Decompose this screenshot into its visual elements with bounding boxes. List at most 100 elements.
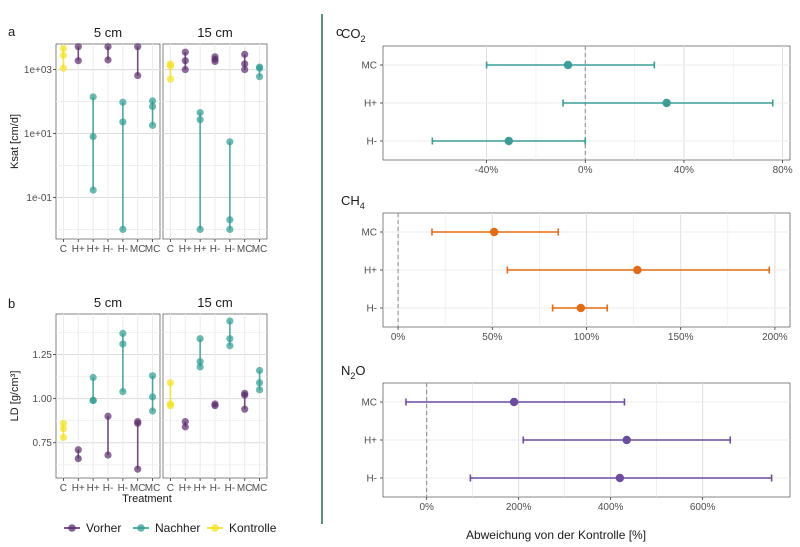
ld-point bbox=[59, 419, 68, 427]
legend-key-point-vorher bbox=[68, 524, 76, 532]
ch4-y-tick-label: H+ bbox=[364, 266, 377, 277]
ksat-point bbox=[119, 225, 127, 234]
ld-point bbox=[119, 340, 127, 348]
co2-x-tick-label: 80% bbox=[773, 165, 793, 176]
ld-point bbox=[255, 379, 264, 387]
ksat-x-tick-label: MC bbox=[237, 244, 253, 255]
co2-y-tick-label: H+ bbox=[364, 99, 377, 110]
ld-point bbox=[226, 317, 234, 325]
n2o-title: N2O bbox=[341, 363, 366, 381]
ld-y-tick-label: 1.00 bbox=[33, 394, 53, 405]
ksat-point bbox=[181, 65, 189, 74]
ld-point bbox=[148, 393, 157, 401]
ksat-x-tick-label: H- bbox=[118, 244, 129, 255]
ksat-point bbox=[134, 71, 142, 80]
ld-point bbox=[196, 335, 204, 343]
ld-x-axis-label: Treatment bbox=[122, 493, 172, 505]
ch4-y-tick-label: MC bbox=[361, 228, 377, 239]
ld-x-tick-label: H+ bbox=[72, 483, 85, 494]
ch4-x-tick-label: 0% bbox=[391, 332, 406, 343]
ch4-x-tick-label: 100% bbox=[574, 332, 600, 343]
ld-point bbox=[255, 366, 264, 375]
ksat-point bbox=[148, 97, 157, 105]
n2o-x-tick-label: 400% bbox=[598, 502, 624, 513]
ksat-point bbox=[196, 109, 204, 117]
ld-point bbox=[119, 387, 127, 396]
n2o-y-tick-label: H- bbox=[366, 474, 377, 485]
ksat-point bbox=[59, 44, 68, 52]
ld-point bbox=[148, 372, 157, 380]
ksat-x-tick-label: H- bbox=[210, 244, 221, 255]
panel-letter-a: a bbox=[8, 24, 16, 39]
ksat-point bbox=[74, 43, 82, 51]
ld-point bbox=[226, 335, 234, 343]
ld-x-tick-label: MC bbox=[252, 483, 268, 494]
ksat-point bbox=[226, 138, 234, 146]
ch4-mean-point bbox=[633, 265, 642, 275]
ksat-y-axis-label: Ksat [cm/d] bbox=[9, 114, 21, 169]
ksat-point bbox=[226, 216, 234, 224]
legend-key-point-kontrolle bbox=[211, 524, 219, 532]
ld-point bbox=[74, 455, 82, 463]
ksat-x-tick-label: H+ bbox=[72, 244, 85, 255]
ld-y-tick-label: 1.25 bbox=[33, 350, 53, 361]
n2o-x-tick-label: 200% bbox=[506, 502, 532, 513]
co2-x-tick-label: 40% bbox=[674, 165, 694, 176]
ld-x-tick-label: H- bbox=[225, 483, 236, 494]
ch4-x-tick-label: 50% bbox=[482, 332, 502, 343]
ksat-point bbox=[74, 57, 82, 65]
ksat-point bbox=[89, 93, 97, 101]
ksat-point bbox=[104, 43, 112, 51]
ksat-x-tick-label: MC bbox=[145, 244, 161, 255]
ksat-point bbox=[119, 118, 127, 126]
n2o-x-tick-label: 600% bbox=[690, 502, 716, 513]
ksat-x-tick-label: H+ bbox=[179, 244, 192, 255]
ksat-point bbox=[196, 116, 204, 124]
ld-point bbox=[196, 363, 204, 371]
ksat-point bbox=[89, 186, 97, 194]
ksat-point bbox=[59, 64, 68, 72]
ksat-point bbox=[119, 98, 127, 106]
ld-x-tick-label: H- bbox=[210, 483, 221, 494]
ch4-x-tick-label: 150% bbox=[668, 332, 694, 343]
ch4-mean-point bbox=[489, 227, 499, 237]
ch4-mean-point bbox=[576, 303, 586, 313]
ksat-y-tick-label: 1e+03 bbox=[24, 65, 53, 76]
co2-mean-point bbox=[563, 60, 573, 70]
ld-x-tick-label: MC bbox=[237, 483, 253, 494]
n2o-y-tick-label: H+ bbox=[364, 436, 377, 447]
ksat-x-tick-label: C bbox=[167, 244, 174, 255]
ksat-point bbox=[89, 133, 97, 141]
ld-point bbox=[59, 425, 68, 433]
ld-point bbox=[166, 400, 175, 408]
co2-mean-point bbox=[504, 136, 513, 146]
ld-point bbox=[119, 329, 127, 337]
ld-x-tick-label: H+ bbox=[179, 483, 192, 494]
ksat-x-tick-label: H+ bbox=[194, 244, 207, 255]
ld-point bbox=[211, 400, 219, 408]
ld-x-tick-label: H+ bbox=[194, 483, 207, 494]
legend-key-point-nachher bbox=[137, 524, 145, 532]
co2-x-tick-label: -40% bbox=[475, 165, 498, 176]
ksat-y-tick-label: 1e+01 bbox=[24, 129, 53, 140]
ld-y-tick-label: 0.75 bbox=[33, 438, 53, 449]
ld-point bbox=[104, 412, 112, 420]
ch4-y-tick-label: H- bbox=[366, 304, 377, 315]
ld-x-tick-label: C bbox=[60, 483, 67, 494]
ksat-x-tick-label: C bbox=[60, 244, 67, 255]
ksat-point bbox=[134, 43, 142, 51]
ksat-point bbox=[166, 60, 175, 68]
n2o-mean-point bbox=[509, 397, 519, 407]
ld-point bbox=[74, 446, 82, 454]
co2-mean-point bbox=[662, 98, 671, 108]
ld-y-axis-label: LD [g/cm³] bbox=[9, 371, 21, 422]
ch4-title: CH4 bbox=[341, 193, 365, 211]
panel-letter-b: b bbox=[8, 296, 15, 311]
ld-x-tick-label: H+ bbox=[87, 483, 100, 494]
legend-label-nachher: Nachher bbox=[155, 521, 200, 535]
legend: Vorher Nachher Kontrolle bbox=[64, 521, 277, 535]
n2o-x-tick-label: 0% bbox=[419, 502, 434, 513]
ld-point bbox=[196, 358, 204, 366]
ld-point bbox=[181, 423, 189, 431]
